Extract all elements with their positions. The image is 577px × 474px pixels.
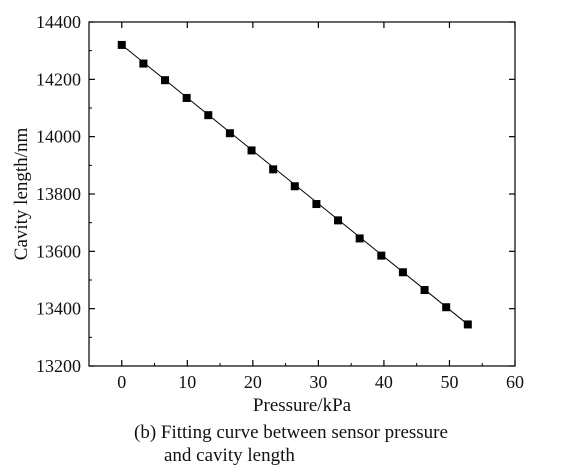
figure-caption-line-2: and cavity length [164, 445, 295, 466]
data-point [398, 268, 407, 277]
data-point [225, 129, 234, 138]
data-point [182, 93, 191, 102]
x-axis-label: Pressure/kPa [253, 395, 352, 416]
data-point [334, 216, 343, 225]
x-tick-label: 0 [117, 372, 126, 392]
y-tick-label: 13400 [36, 299, 81, 319]
data-point [139, 59, 148, 68]
data-point [377, 251, 386, 260]
y-tick-label: 14400 [36, 12, 81, 32]
y-tick-label: 13800 [36, 184, 81, 204]
data-point [247, 146, 256, 155]
x-tick-label: 40 [375, 372, 393, 392]
x-tick-label: 30 [309, 372, 327, 392]
data-point [442, 303, 451, 312]
y-tick-label: 13200 [36, 356, 81, 376]
x-tick-label: 20 [244, 372, 262, 392]
data-point [420, 286, 429, 295]
data-point [312, 200, 321, 209]
x-tick-label: 60 [506, 372, 524, 392]
data-point [161, 76, 170, 85]
y-axis-label: Cavity length/nm [11, 128, 32, 261]
x-tick-label: 50 [440, 372, 458, 392]
y-tick-label: 14200 [36, 69, 81, 89]
data-point [463, 320, 472, 329]
data-points [117, 40, 472, 329]
figure-caption-line-1: (b) Fitting curve between sensor pressur… [134, 422, 448, 443]
x-tick-label: 10 [178, 372, 196, 392]
data-point [204, 111, 213, 120]
plot-frame [88, 21, 516, 367]
data-point [117, 40, 126, 49]
data-point [290, 182, 299, 191]
y-tick-label: 14000 [36, 127, 81, 147]
data-point [269, 165, 278, 174]
y-tick-label: 13600 [36, 241, 81, 261]
y-axis-ticks: 13200 13400 13600 13800 14000 14200 14400 [36, 12, 515, 376]
data-point [355, 234, 364, 243]
x-axis-ticks: 0 10 20 30 40 50 60 [88, 22, 524, 392]
